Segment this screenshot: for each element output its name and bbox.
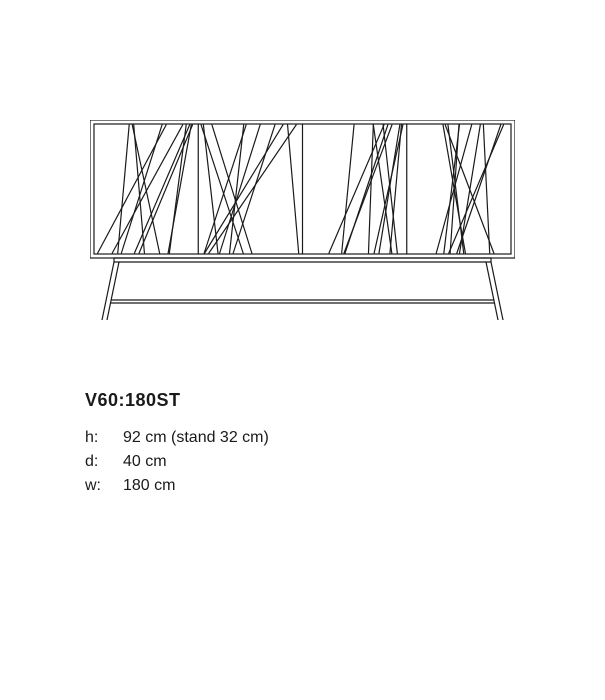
spec-value-d: 40 cm bbox=[123, 453, 167, 471]
model-code: V60:180ST bbox=[85, 390, 269, 411]
spec-width: w: 180 cm bbox=[85, 477, 269, 495]
spec-label-h: h: bbox=[85, 429, 123, 447]
spec-label-d: d: bbox=[85, 453, 123, 471]
spec-depth: d: 40 cm bbox=[85, 453, 269, 471]
spec-block: V60:180ST h: 92 cm (stand 32 cm) d: 40 c… bbox=[85, 390, 269, 501]
spec-height: h: 92 cm (stand 32 cm) bbox=[85, 429, 269, 447]
spec-label-w: w: bbox=[85, 477, 123, 495]
spec-value-h: 92 cm (stand 32 cm) bbox=[123, 429, 269, 447]
spec-value-w: 180 cm bbox=[123, 477, 175, 495]
furniture-line-drawing bbox=[90, 120, 515, 320]
